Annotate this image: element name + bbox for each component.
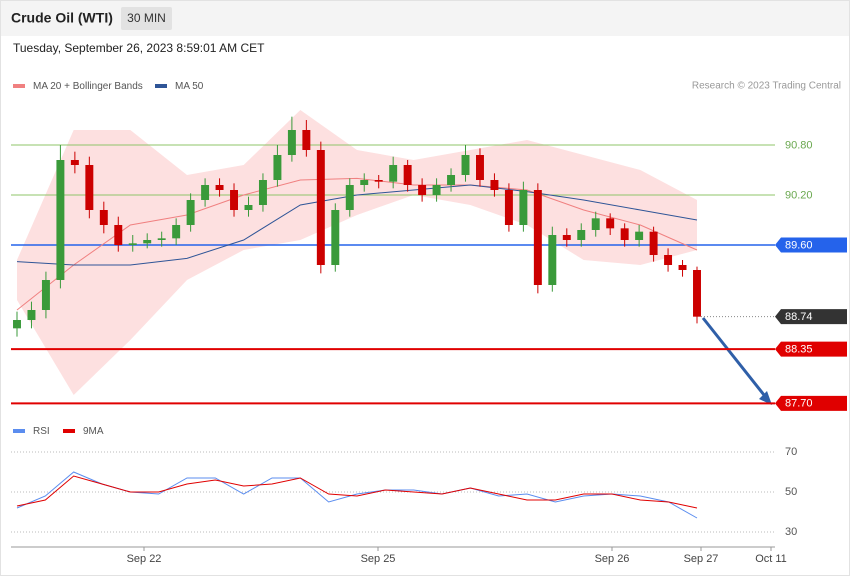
candle-body	[432, 185, 441, 195]
candle-body	[186, 200, 195, 225]
timeframe: 30 MIN	[127, 11, 166, 25]
candle-body	[27, 310, 36, 320]
ma-line	[16, 177, 698, 311]
legend-swatch	[63, 429, 75, 433]
legend-label: 9MA	[83, 426, 104, 437]
candle-body	[114, 225, 123, 245]
level-label: 90.80	[785, 139, 813, 151]
legend-label: MA 20 + Bollinger Bands	[33, 81, 143, 92]
ma-line	[16, 184, 698, 266]
candle-body	[548, 235, 557, 285]
candle-body	[490, 180, 499, 190]
candle-body	[664, 255, 673, 265]
candle-body	[287, 130, 296, 155]
x-tick-label: Sep 25	[361, 553, 396, 565]
candle-body	[476, 155, 484, 180]
level-label: 88.74	[785, 311, 813, 323]
candle-body	[215, 185, 224, 190]
legend-swatch	[13, 429, 25, 433]
x-tick-label: Sep 26	[595, 553, 630, 565]
candle-body	[403, 165, 412, 185]
y-tick-label: 30	[785, 526, 797, 538]
legend-swatch	[13, 84, 25, 88]
candle-body	[201, 185, 210, 200]
y-tick-label: 50	[785, 486, 797, 498]
candle-body	[678, 265, 687, 270]
level-label: 87.70	[785, 398, 813, 410]
candle-body	[258, 180, 267, 205]
candle-body	[591, 218, 600, 230]
candle-body	[693, 270, 701, 317]
candle-body	[562, 235, 571, 240]
candle-body	[374, 180, 383, 182]
candle-body	[273, 155, 282, 180]
x-tick-label: Sep 22	[127, 553, 162, 565]
level-label: 90.20	[785, 189, 813, 201]
candle-body	[143, 240, 152, 244]
candle-body	[172, 225, 181, 239]
candle-body	[389, 165, 398, 182]
candle-body	[577, 230, 586, 240]
legend-swatch	[155, 84, 167, 88]
candle-body	[345, 185, 354, 210]
candle-body	[99, 210, 108, 225]
candle-body	[504, 190, 513, 225]
candle-body	[447, 175, 456, 185]
candle-body	[128, 243, 137, 245]
candle-body	[230, 190, 238, 210]
candle-body	[519, 190, 528, 225]
candle-body	[360, 180, 369, 185]
level-tag	[775, 341, 847, 357]
candle-body	[620, 228, 629, 240]
candle-body	[56, 160, 65, 280]
timeframe-box	[121, 7, 172, 30]
level-label: 88.35	[785, 344, 813, 356]
x-tick-label: Oct 11	[755, 553, 787, 565]
candle-body	[533, 190, 542, 285]
candle-body	[157, 238, 166, 240]
candle-body	[244, 205, 253, 210]
candle-body	[649, 231, 658, 255]
candle-body	[331, 210, 340, 265]
legend-label: MA 50	[175, 81, 204, 92]
credit: Research © 2023 Trading Central	[692, 81, 841, 92]
rsi-line	[16, 475, 698, 509]
x-tick-label: Sep 27	[684, 553, 719, 565]
forecast-arrow	[701, 317, 770, 401]
candle-body	[70, 160, 79, 165]
candle-body	[606, 218, 615, 229]
candle-body	[461, 155, 470, 175]
candle-body	[302, 130, 311, 150]
level-tag	[775, 309, 847, 325]
arrow-head	[759, 391, 772, 405]
candle-body	[41, 280, 50, 310]
title: Crude Oil (WTI)	[11, 10, 113, 26]
level-tag	[775, 237, 847, 253]
candle-body	[316, 150, 325, 265]
level-tag	[775, 395, 847, 411]
legend-label: RSI	[33, 426, 50, 437]
level-label: 89.60	[785, 239, 813, 251]
candle-body	[418, 185, 427, 195]
candle-body	[635, 231, 644, 240]
y-tick-label: 70	[785, 446, 797, 458]
timestamp: Tuesday, September 26, 2023 8:59:01 AM C…	[13, 41, 265, 55]
candle-body	[85, 165, 94, 210]
candle-body	[13, 320, 21, 329]
bollinger-band	[17, 110, 697, 395]
